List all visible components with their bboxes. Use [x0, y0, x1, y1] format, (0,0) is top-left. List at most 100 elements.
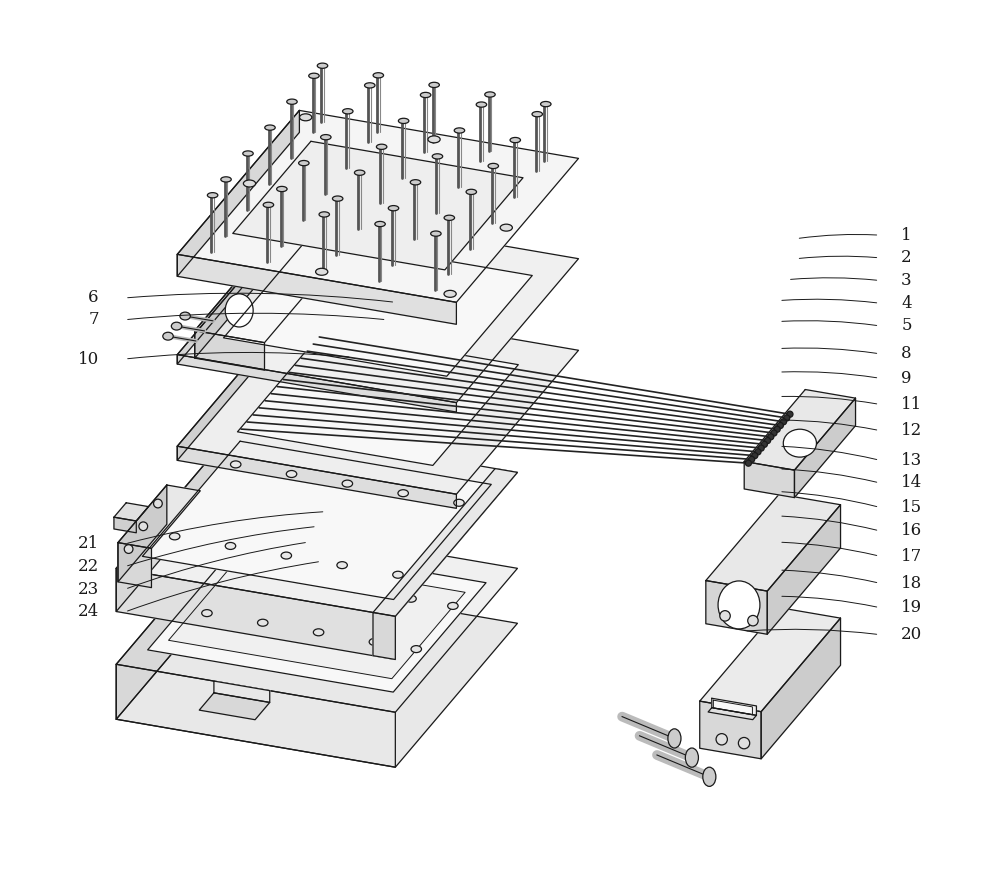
Ellipse shape — [317, 63, 328, 68]
Ellipse shape — [225, 294, 253, 327]
Ellipse shape — [398, 118, 409, 123]
Ellipse shape — [738, 738, 750, 749]
Ellipse shape — [393, 571, 403, 578]
Ellipse shape — [745, 460, 751, 466]
Ellipse shape — [343, 108, 353, 114]
Polygon shape — [116, 575, 517, 767]
Ellipse shape — [532, 111, 542, 116]
Text: 15: 15 — [901, 499, 922, 515]
Ellipse shape — [376, 144, 387, 150]
Text: 24: 24 — [78, 604, 99, 620]
Ellipse shape — [258, 620, 268, 626]
Ellipse shape — [277, 186, 287, 192]
Ellipse shape — [703, 767, 716, 787]
Polygon shape — [118, 485, 167, 582]
Ellipse shape — [485, 92, 495, 97]
Ellipse shape — [163, 332, 173, 340]
Ellipse shape — [466, 189, 477, 194]
Ellipse shape — [313, 629, 324, 636]
Polygon shape — [177, 211, 299, 364]
Polygon shape — [233, 141, 523, 270]
Polygon shape — [118, 485, 200, 549]
Ellipse shape — [350, 585, 360, 592]
Ellipse shape — [238, 566, 249, 573]
Ellipse shape — [202, 610, 212, 617]
Polygon shape — [177, 302, 579, 494]
Text: 13: 13 — [901, 452, 922, 469]
Ellipse shape — [720, 611, 730, 621]
Ellipse shape — [752, 452, 758, 458]
Text: 10: 10 — [78, 351, 99, 367]
Polygon shape — [195, 259, 256, 358]
Ellipse shape — [287, 99, 297, 104]
Polygon shape — [142, 441, 491, 599]
Ellipse shape — [221, 177, 231, 182]
Text: 17: 17 — [901, 548, 922, 564]
Text: 14: 14 — [901, 474, 922, 492]
Ellipse shape — [749, 457, 755, 462]
Polygon shape — [195, 259, 326, 343]
Ellipse shape — [373, 73, 384, 78]
Polygon shape — [373, 612, 395, 660]
Ellipse shape — [230, 461, 241, 468]
Ellipse shape — [263, 202, 274, 207]
Text: 8: 8 — [901, 346, 912, 362]
Text: 4: 4 — [901, 295, 912, 311]
Ellipse shape — [777, 423, 783, 429]
Polygon shape — [177, 354, 456, 412]
Ellipse shape — [510, 137, 520, 143]
Text: 18: 18 — [901, 575, 922, 592]
Ellipse shape — [180, 312, 190, 320]
Ellipse shape — [774, 426, 780, 432]
Ellipse shape — [444, 290, 456, 298]
Ellipse shape — [429, 82, 439, 88]
Ellipse shape — [207, 192, 218, 198]
Text: 5: 5 — [901, 318, 912, 334]
Polygon shape — [177, 211, 579, 402]
Ellipse shape — [281, 552, 292, 559]
Ellipse shape — [476, 102, 487, 108]
Polygon shape — [114, 517, 136, 533]
Ellipse shape — [406, 595, 416, 602]
Polygon shape — [116, 424, 517, 616]
Ellipse shape — [342, 480, 353, 487]
Polygon shape — [195, 331, 265, 370]
Ellipse shape — [488, 164, 499, 169]
Polygon shape — [116, 521, 517, 712]
Ellipse shape — [354, 170, 365, 175]
Polygon shape — [713, 700, 752, 715]
Ellipse shape — [500, 224, 512, 231]
Ellipse shape — [768, 434, 774, 440]
Ellipse shape — [169, 533, 180, 540]
Ellipse shape — [780, 418, 787, 424]
Polygon shape — [116, 664, 395, 767]
Ellipse shape — [300, 114, 312, 121]
Polygon shape — [177, 255, 456, 325]
Ellipse shape — [761, 441, 767, 447]
Polygon shape — [744, 389, 856, 470]
Ellipse shape — [243, 180, 256, 187]
Ellipse shape — [787, 411, 793, 417]
Ellipse shape — [685, 748, 698, 767]
Polygon shape — [761, 618, 841, 759]
Polygon shape — [116, 424, 238, 612]
Ellipse shape — [716, 733, 727, 745]
Ellipse shape — [225, 542, 236, 550]
Ellipse shape — [783, 430, 816, 457]
Polygon shape — [148, 541, 486, 692]
Ellipse shape — [316, 269, 328, 276]
Ellipse shape — [420, 93, 431, 98]
Ellipse shape — [784, 415, 790, 421]
Ellipse shape — [668, 729, 681, 748]
Polygon shape — [214, 681, 270, 703]
Polygon shape — [706, 494, 841, 592]
Text: 23: 23 — [78, 581, 99, 598]
Ellipse shape — [454, 128, 465, 133]
Polygon shape — [169, 554, 465, 679]
Text: 12: 12 — [901, 422, 922, 439]
Polygon shape — [199, 693, 270, 720]
Ellipse shape — [755, 449, 761, 455]
Ellipse shape — [388, 206, 399, 211]
Ellipse shape — [299, 160, 309, 165]
Text: 6: 6 — [88, 290, 99, 306]
